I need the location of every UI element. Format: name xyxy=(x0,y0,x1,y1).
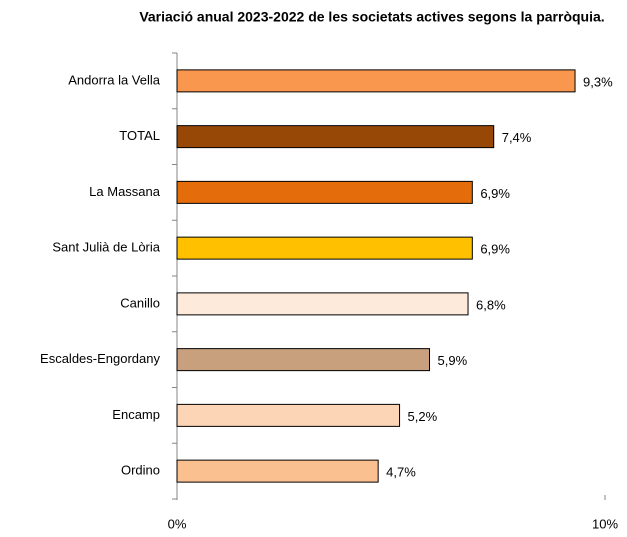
x-tick-label: 10% xyxy=(592,516,618,531)
value-label: 7,4% xyxy=(502,130,532,145)
bar xyxy=(176,403,401,427)
y-tick-label: Sant Julià de Lòria xyxy=(52,240,160,255)
chart-title: Variació anual 2023-2022 de les societat… xyxy=(139,9,604,25)
y-tick-label: Canillo xyxy=(120,295,160,310)
bar xyxy=(176,125,495,149)
y-tick-label: Ordino xyxy=(121,463,160,478)
value-label: 6,9% xyxy=(480,242,510,257)
value-label: 4,7% xyxy=(386,465,416,480)
y-tick-label: TOTAL xyxy=(119,128,160,143)
value-label: 9,3% xyxy=(583,74,613,89)
value-label: 5,2% xyxy=(408,409,438,424)
y-tick-label: Andorra la Vella xyxy=(68,72,161,87)
y-tick-label: La Massana xyxy=(89,184,161,199)
x-tick-label: 0% xyxy=(168,516,187,531)
bar xyxy=(176,459,379,483)
bar xyxy=(176,180,473,204)
bar xyxy=(176,348,431,372)
bar xyxy=(176,236,473,260)
value-label: 6,8% xyxy=(476,297,506,312)
bar xyxy=(176,292,469,316)
value-label: 6,9% xyxy=(480,186,510,201)
bar xyxy=(176,69,576,93)
y-tick-label: Escaldes-Engordany xyxy=(40,351,160,366)
value-label: 5,9% xyxy=(438,353,468,368)
y-tick-label: Encamp xyxy=(112,407,160,422)
